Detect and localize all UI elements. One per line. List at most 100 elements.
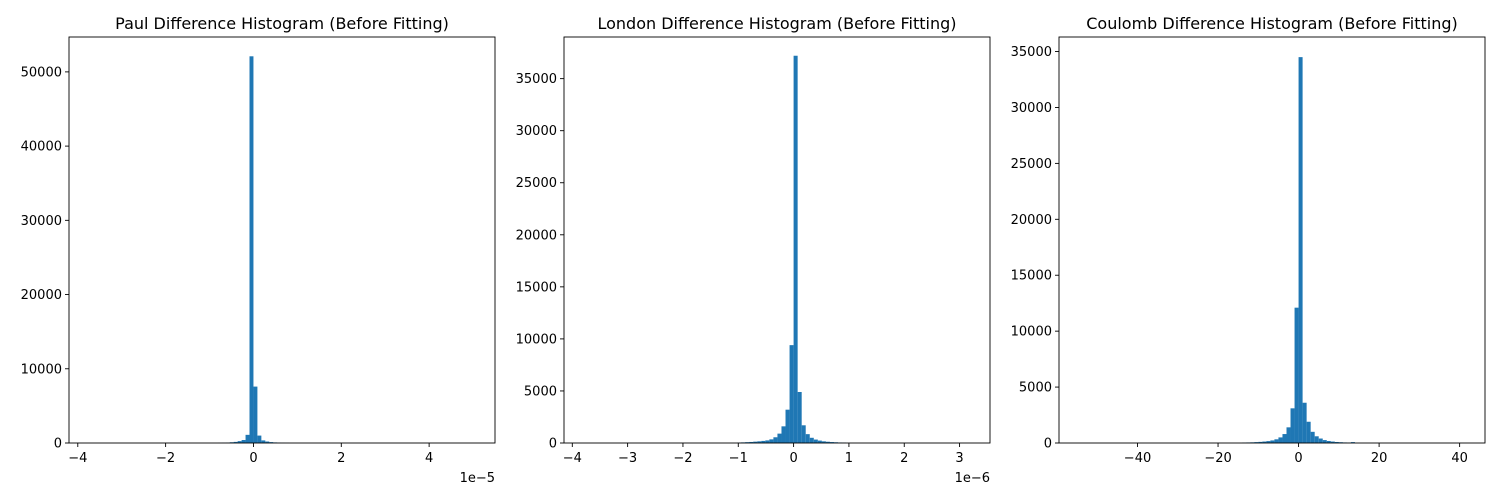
- histogram-bar: [241, 440, 246, 443]
- x-tick-label: 20: [1371, 451, 1388, 466]
- histogram-bar: [1266, 441, 1271, 443]
- x-tick-label: −4: [563, 451, 582, 466]
- chart-title: Paul Difference Histogram (Before Fittin…: [115, 14, 449, 33]
- histogram-bar: [1262, 441, 1267, 443]
- y-axis: 0 5000 10000 15000 20000 25000 30000 35000: [1011, 45, 1059, 452]
- histogram-bar: [777, 433, 782, 443]
- plot-frame: [1058, 36, 1486, 444]
- x-tick-label: 4: [425, 451, 433, 466]
- histogram-bar: [765, 440, 770, 443]
- x-offset-label: 1e−6: [955, 471, 990, 486]
- x-axis: −40 −20 0 20 40: [1124, 443, 1468, 466]
- histogram-bar: [1298, 57, 1303, 443]
- histogram-bar: [1322, 440, 1327, 443]
- chart-title: London Difference Histogram (Before Fitt…: [597, 14, 956, 33]
- histogram-bar: [825, 441, 830, 443]
- y-tick-label: 20000: [1011, 213, 1052, 228]
- histogram-bar: [801, 425, 806, 443]
- histogram-bar: [805, 434, 810, 443]
- y-tick-label: 5000: [1019, 381, 1052, 396]
- histogram-bar: [245, 434, 250, 443]
- y-tick-label: 25000: [516, 176, 557, 191]
- x-offset-label: 1e−5: [460, 471, 495, 486]
- chart-title: Coulomb Difference Histogram (Before Fit…: [1086, 14, 1457, 33]
- y-axis: 0 5000 10000 15000 20000 25000 30000 35000: [516, 72, 564, 452]
- histogram-bar: [793, 55, 798, 444]
- x-tick-label: −20: [1204, 451, 1231, 466]
- y-tick-label: 5000: [524, 384, 557, 399]
- x-tick-label: 2: [900, 451, 908, 466]
- histogram-bar: [817, 440, 822, 443]
- histogram-bar: [265, 441, 270, 443]
- y-tick-label: 10000: [21, 362, 62, 377]
- y-tick-label: 20000: [21, 288, 62, 303]
- subplot-coulomb: Coulomb Difference Histogram (Before Fit…: [1011, 14, 1486, 466]
- y-tick-label: 10000: [516, 332, 557, 347]
- x-tick-label: 40: [1451, 451, 1468, 466]
- histogram-bar: [821, 441, 826, 443]
- histogram-bar: [257, 435, 262, 443]
- histogram-bar: [261, 440, 266, 443]
- histogram-bar: [1310, 431, 1315, 443]
- histogram-bar: [1314, 436, 1319, 443]
- x-tick-label: 3: [955, 451, 963, 466]
- y-tick-label: 0: [549, 437, 557, 452]
- histogram-bar: [781, 426, 786, 443]
- x-tick-label: 0: [1294, 451, 1302, 466]
- x-tick-label: 1: [845, 451, 853, 466]
- histogram-bar: [1330, 441, 1335, 443]
- y-tick-label: 35000: [1011, 45, 1052, 60]
- histogram-bar: [1258, 441, 1263, 443]
- histogram-bar: [1326, 440, 1331, 443]
- y-tick-label: 30000: [21, 214, 62, 229]
- histogram-bar: [1334, 441, 1339, 443]
- x-tick-label: −4: [68, 451, 87, 466]
- x-tick-label: −1: [729, 451, 748, 466]
- histogram-bar: [249, 56, 254, 444]
- y-axis: 0 10000 20000 30000 40000 50000: [21, 65, 69, 452]
- bars: [217, 56, 290, 444]
- y-tick-label: 40000: [21, 140, 62, 155]
- x-tick-label: 0: [249, 451, 257, 466]
- histogram-bar: [789, 345, 794, 443]
- subplot-paul: Paul Difference Histogram (Before Fittin…: [21, 14, 496, 486]
- histogram-bar: [761, 440, 766, 443]
- histogram-bar: [769, 439, 774, 443]
- bars: [1242, 57, 1355, 443]
- x-tick-label: −3: [618, 451, 637, 466]
- subplot-london: London Difference Histogram (Before Fitt…: [516, 14, 991, 486]
- y-tick-label: 20000: [516, 228, 557, 243]
- histogram-bar: [1282, 434, 1287, 443]
- histogram-bar: [749, 441, 754, 443]
- histogram-bar: [753, 441, 758, 443]
- plot-frame: [563, 36, 991, 444]
- histogram-bar: [785, 409, 790, 443]
- x-axis: −4 −3 −2 −1 0 1 2 3: [563, 443, 964, 466]
- histogram-bar: [1274, 439, 1279, 443]
- histogram-bar: [813, 439, 818, 443]
- y-tick-label: 30000: [516, 124, 557, 139]
- x-tick-label: 2: [337, 451, 345, 466]
- histogram-bar: [797, 391, 802, 443]
- x-tick-label: −2: [673, 451, 692, 466]
- y-tick-label: 35000: [516, 72, 557, 87]
- histogram-bar: [1302, 402, 1307, 443]
- x-axis: −4 −2 0 2 4: [68, 443, 433, 466]
- histogram-bar: [1306, 421, 1311, 443]
- histogram-bar: [237, 441, 242, 443]
- histogram-bar: [1290, 408, 1295, 443]
- plot-frame: [68, 36, 496, 444]
- y-tick-label: 30000: [1011, 101, 1052, 116]
- y-tick-label: 0: [1044, 437, 1052, 452]
- x-tick-label: 0: [789, 451, 797, 466]
- y-tick-label: 50000: [21, 65, 62, 80]
- y-tick-label: 15000: [516, 280, 557, 295]
- y-tick-label: 25000: [1011, 157, 1052, 172]
- histogram-bar: [1286, 427, 1291, 443]
- y-tick-label: 0: [54, 437, 62, 452]
- x-tick-label: −2: [156, 451, 175, 466]
- bars: [737, 55, 847, 444]
- histogram-bar: [233, 441, 238, 443]
- histogram-bar: [829, 442, 834, 443]
